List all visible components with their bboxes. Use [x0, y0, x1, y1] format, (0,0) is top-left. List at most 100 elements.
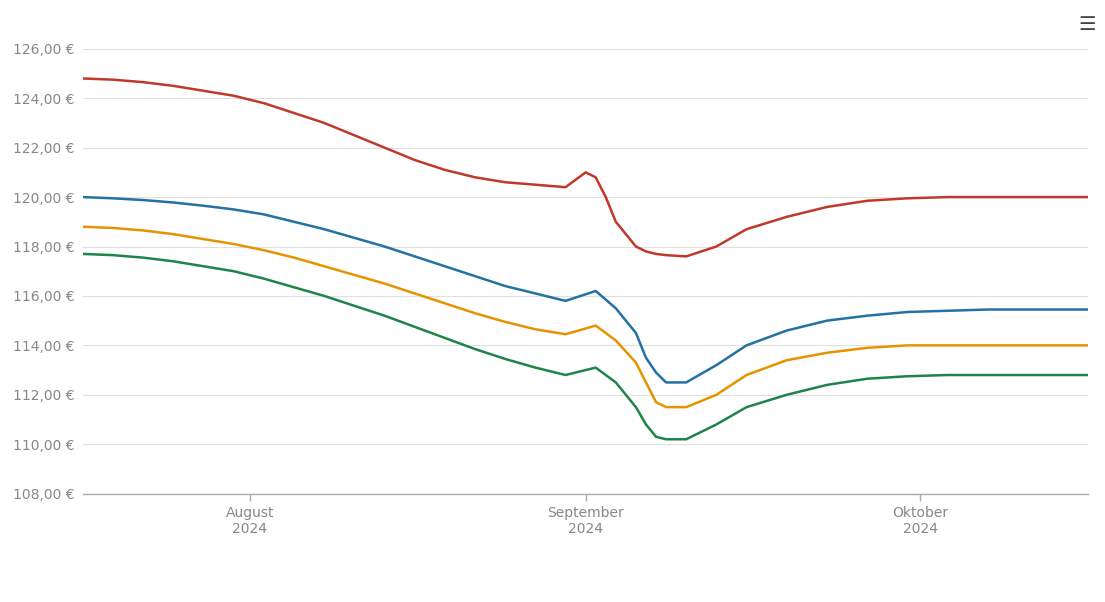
1.000 Liter	[650, 250, 663, 258]
2.000 Liter	[740, 342, 754, 349]
2.000 Liter	[901, 308, 914, 315]
5.000 Liter	[660, 436, 673, 443]
3.000 Liter	[559, 330, 572, 338]
2.000 Liter	[861, 312, 874, 319]
2.000 Liter	[680, 379, 693, 386]
2.000 Liter	[559, 297, 572, 305]
5.000 Liter	[820, 381, 833, 388]
1.000 Liter	[317, 119, 330, 126]
5.000 Liter	[137, 254, 150, 261]
3.000 Liter	[197, 235, 210, 243]
1.000 Liter	[348, 132, 361, 139]
2.000 Liter	[257, 211, 271, 218]
3.000 Liter	[660, 403, 673, 411]
1.000 Liter	[1011, 193, 1024, 200]
2.000 Liter	[660, 379, 673, 386]
Line: 3.000 Liter: 3.000 Liter	[83, 227, 1088, 407]
1.000 Liter	[228, 92, 241, 99]
3.000 Liter	[1082, 342, 1095, 349]
5.000 Liter	[469, 346, 482, 353]
5.000 Liter	[941, 371, 955, 379]
3.000 Liter	[498, 318, 512, 326]
1.000 Liter	[941, 193, 955, 200]
3.000 Liter	[1011, 342, 1024, 349]
2.000 Liter	[317, 226, 330, 233]
5.000 Liter	[589, 364, 602, 371]
1.000 Liter	[197, 87, 210, 95]
2.000 Liter	[469, 273, 482, 280]
3.000 Liter	[981, 342, 994, 349]
1.000 Liter	[469, 174, 482, 181]
3.000 Liter	[820, 349, 833, 356]
5.000 Liter	[861, 375, 874, 382]
2.000 Liter	[630, 329, 643, 337]
3.000 Liter	[709, 391, 723, 399]
3.000 Liter	[137, 227, 150, 234]
5.000 Liter	[257, 275, 271, 282]
1.000 Liter	[1082, 193, 1095, 200]
2.000 Liter	[528, 290, 541, 297]
5.000 Liter	[901, 373, 914, 380]
3.000 Liter	[167, 231, 180, 238]
2.000 Liter	[76, 193, 90, 200]
1.000 Liter	[981, 193, 994, 200]
3.000 Liter	[228, 240, 241, 247]
1.000 Liter	[137, 78, 150, 85]
1.000 Liter	[901, 194, 914, 202]
2.000 Liter	[780, 327, 793, 334]
1.000 Liter	[106, 76, 119, 83]
3.000 Liter	[528, 326, 541, 333]
5.000 Liter	[167, 258, 180, 265]
1.000 Liter	[76, 75, 90, 82]
5.000 Liter	[780, 391, 793, 399]
3.000 Liter	[609, 337, 622, 344]
3.000 Liter	[287, 254, 301, 261]
2.000 Liter	[650, 369, 663, 376]
3.000 Liter	[780, 356, 793, 364]
2.000 Liter	[439, 262, 452, 270]
1.000 Liter	[630, 243, 643, 250]
5.000 Liter	[630, 403, 643, 411]
3.000 Liter	[408, 290, 421, 297]
3.000 Liter	[901, 342, 914, 349]
2.000 Liter	[106, 194, 119, 202]
3.000 Liter	[680, 403, 693, 411]
3.000 Liter	[1042, 342, 1055, 349]
Line: 2.000 Liter: 2.000 Liter	[83, 197, 1088, 382]
1.000 Liter	[709, 243, 723, 250]
2.000 Liter	[981, 306, 994, 313]
5.000 Liter	[709, 421, 723, 428]
2.000 Liter	[1082, 306, 1095, 313]
1.000 Liter	[528, 181, 541, 188]
1.000 Liter	[619, 231, 632, 238]
2.000 Liter	[228, 206, 241, 213]
5.000 Liter	[640, 421, 653, 428]
1.000 Liter	[287, 110, 301, 117]
2.000 Liter	[709, 362, 723, 369]
3.000 Liter	[650, 399, 663, 406]
5.000 Liter	[1011, 371, 1024, 379]
1.000 Liter	[579, 169, 592, 176]
1.000 Liter	[640, 248, 653, 255]
Line: 5.000 Liter: 5.000 Liter	[83, 254, 1088, 439]
5.000 Liter	[1042, 371, 1055, 379]
1.000 Liter	[660, 252, 673, 259]
1.000 Liter	[861, 197, 874, 205]
5.000 Liter	[650, 433, 663, 441]
3.000 Liter	[348, 272, 361, 279]
1.000 Liter	[740, 226, 754, 233]
5.000 Liter	[378, 312, 391, 319]
5.000 Liter	[680, 436, 693, 443]
3.000 Liter	[941, 342, 955, 349]
5.000 Liter	[348, 302, 361, 309]
1.000 Liter	[257, 99, 271, 107]
1.000 Liter	[408, 157, 421, 164]
2.000 Liter	[287, 218, 301, 225]
3.000 Liter	[76, 223, 90, 231]
1.000 Liter	[680, 253, 693, 260]
1.000 Liter	[820, 203, 833, 211]
2.000 Liter	[609, 305, 622, 312]
Line: 1.000 Liter: 1.000 Liter	[83, 78, 1088, 256]
5.000 Liter	[559, 371, 572, 379]
2.000 Liter	[348, 234, 361, 241]
